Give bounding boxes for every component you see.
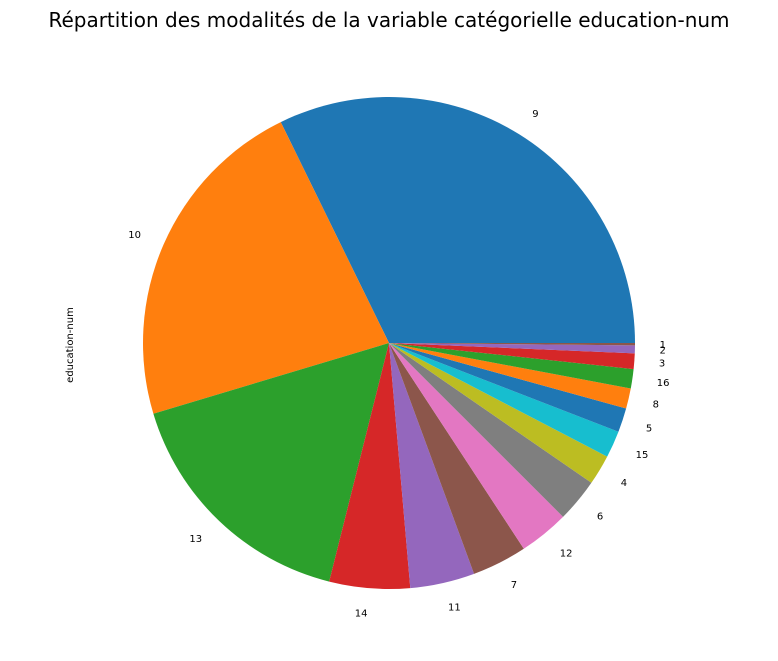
chart-title: Répartition des modalités de la variable…: [48, 8, 729, 32]
pie-slice-3: [389, 343, 635, 370]
pie-slice-11: [389, 343, 475, 589]
pie-labels: 9 10 13 14 11 7 12 6 4 15 5 8 16 3 21: [128, 109, 669, 619]
slice-label-3: 3: [659, 359, 665, 370]
pie-slice-7: [389, 343, 524, 574]
slice-label-12: 12: [560, 548, 573, 559]
slice-label-6: 6: [597, 512, 603, 523]
slice-label-8: 8: [653, 400, 659, 411]
pie-slice-16: [389, 343, 634, 389]
slice-label-13: 13: [189, 534, 202, 545]
slice-label-5: 5: [646, 423, 652, 434]
pie-slice-15: [389, 343, 619, 457]
slice-label-14: 14: [355, 608, 368, 619]
pie-slice-6: [389, 343, 592, 517]
slice-label-16: 16: [657, 378, 670, 389]
pie-slice-10: [142, 122, 389, 414]
slice-label-11: 11: [448, 603, 461, 614]
pie-slice-12: [389, 343, 564, 549]
slice-label-7: 7: [511, 580, 517, 591]
pie-slice-5: [389, 343, 627, 432]
pie-slice-13: [153, 343, 389, 582]
pie-slices: [142, 97, 636, 590]
slice-label-15: 15: [636, 450, 649, 461]
slice-label-4: 4: [621, 478, 627, 489]
pie-slice-1: [389, 343, 636, 346]
slice-label-1: 1: [660, 340, 666, 351]
y-axis-label: education-num: [65, 307, 76, 383]
slice-label-9: 9: [532, 109, 538, 120]
pie-slice-4: [389, 343, 608, 483]
slice-label-2: 2: [660, 345, 666, 356]
pie-slice-8: [389, 343, 631, 409]
pie-slice-2: [389, 343, 635, 354]
slice-label-10: 10: [128, 230, 141, 241]
pie-slice-9: [280, 97, 635, 343]
pie-slice-14: [329, 343, 411, 590]
